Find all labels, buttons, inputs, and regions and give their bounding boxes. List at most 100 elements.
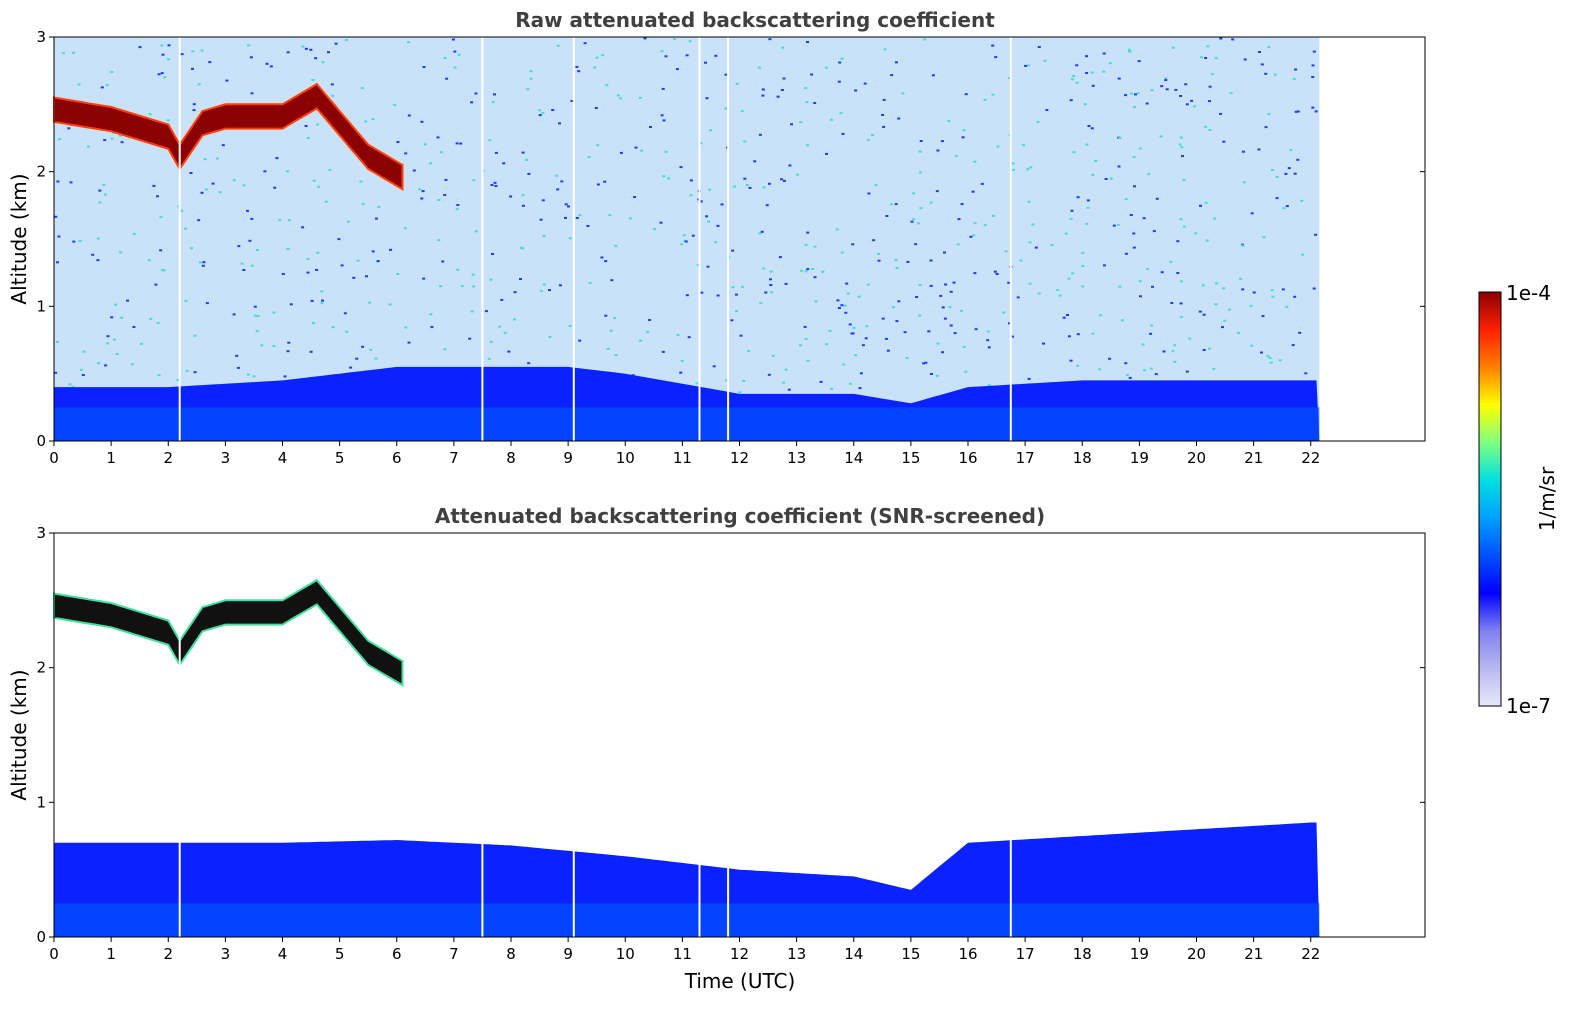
noise-speck xyxy=(851,243,855,246)
noise-speck xyxy=(429,162,432,165)
noise-speck xyxy=(474,230,478,233)
noise-speck xyxy=(1179,218,1183,221)
noise-speck xyxy=(705,215,709,218)
noise-speck xyxy=(1019,259,1023,262)
noise-speck xyxy=(614,354,618,357)
noise-speck xyxy=(914,243,918,246)
surface-layer xyxy=(54,903,1320,937)
noise-speck xyxy=(347,220,350,223)
noise-speck xyxy=(781,46,785,49)
noise-speck xyxy=(494,151,498,154)
noise-speck xyxy=(864,337,868,340)
noise-speck xyxy=(1069,99,1073,102)
noise-speck xyxy=(689,194,693,197)
noise-speck xyxy=(1182,179,1186,182)
noise-speck xyxy=(613,317,616,320)
noise-speck xyxy=(1124,362,1128,365)
noise-speck xyxy=(374,357,378,360)
noise-speck xyxy=(986,330,990,333)
noise-speck xyxy=(974,328,978,331)
noise-speck xyxy=(1066,314,1069,316)
x-tick-label: 15 xyxy=(901,449,920,467)
x-tick-label: 13 xyxy=(787,945,806,963)
noise-speck xyxy=(190,247,193,250)
noise-speck xyxy=(542,283,546,286)
noise-speck xyxy=(956,243,960,246)
noise-speck xyxy=(148,113,152,116)
noise-speck xyxy=(955,154,958,157)
noise-speck xyxy=(369,348,373,351)
noise-speck xyxy=(1270,289,1274,292)
noise-speck xyxy=(78,240,82,243)
noise-speck xyxy=(281,273,285,275)
noise-speck xyxy=(806,41,809,43)
noise-speck xyxy=(100,86,104,89)
noise-speck xyxy=(1249,304,1253,307)
noise-speck xyxy=(407,341,411,344)
noise-speck xyxy=(771,354,775,357)
noise-speck xyxy=(605,84,609,87)
noise-speck xyxy=(558,122,561,125)
noise-speck xyxy=(306,271,310,274)
noise-speck xyxy=(513,291,517,294)
noise-speck xyxy=(1214,57,1218,60)
noise-speck xyxy=(1104,178,1108,180)
noise-speck xyxy=(1298,331,1302,334)
noise-speck xyxy=(866,283,870,286)
noise-speck xyxy=(568,325,572,327)
noise-speck xyxy=(943,317,947,320)
noise-speck xyxy=(1179,316,1183,318)
noise-speck xyxy=(526,88,530,91)
noise-speck xyxy=(1180,146,1184,149)
noise-speck xyxy=(895,320,899,323)
noise-speck xyxy=(799,121,803,124)
noise-speck xyxy=(606,347,610,350)
noise-speck xyxy=(895,267,899,270)
noise-speck xyxy=(1292,77,1296,80)
noise-speck xyxy=(310,299,314,302)
noise-speck xyxy=(906,260,910,263)
noise-speck xyxy=(519,278,522,280)
surface-layer xyxy=(54,407,1320,441)
noise-speck xyxy=(753,160,757,163)
noise-speck xyxy=(1211,73,1215,76)
noise-speck xyxy=(140,342,143,345)
panel-title: Raw attenuated backscattering coefficien… xyxy=(515,8,995,32)
noise-speck xyxy=(86,145,90,148)
noise-speck xyxy=(1239,277,1243,280)
noise-speck xyxy=(1085,143,1089,146)
heatmap-area xyxy=(53,37,1320,441)
noise-speck xyxy=(152,184,156,187)
noise-speck xyxy=(443,194,447,196)
noise-speck xyxy=(1120,319,1124,322)
noise-speck xyxy=(1091,84,1095,87)
x-tick-label: 7 xyxy=(449,945,459,963)
noise-speck xyxy=(445,77,449,80)
noise-speck xyxy=(684,240,688,243)
noise-speck xyxy=(507,350,511,353)
noise-speck xyxy=(731,286,735,289)
noise-speck xyxy=(343,312,347,315)
noise-speck xyxy=(556,44,560,47)
x-tick-label: 0 xyxy=(49,449,59,467)
noise-speck xyxy=(444,178,448,181)
noise-speck xyxy=(1293,172,1297,175)
noise-speck xyxy=(149,318,153,320)
noise-speck xyxy=(443,57,447,59)
noise-speck xyxy=(1160,271,1164,274)
noise-speck xyxy=(662,175,666,178)
noise-speck xyxy=(189,172,193,174)
noise-speck xyxy=(157,374,161,377)
noise-speck xyxy=(960,203,964,206)
noise-speck xyxy=(835,228,839,231)
noise-speck xyxy=(964,370,968,373)
noise-speck xyxy=(918,284,922,287)
noise-speck xyxy=(1208,85,1212,88)
noise-speck xyxy=(371,250,375,253)
noise-speck xyxy=(664,55,668,58)
noise-speck xyxy=(407,114,411,117)
noise-speck xyxy=(1260,351,1263,354)
noise-speck xyxy=(957,218,961,221)
noise-speck xyxy=(1188,337,1192,340)
noise-speck xyxy=(106,335,110,338)
